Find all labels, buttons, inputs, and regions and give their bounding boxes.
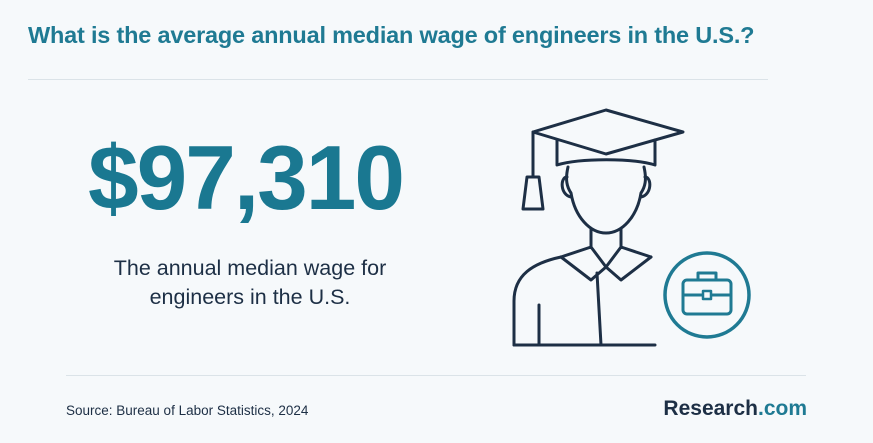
- brand-name: Research: [663, 397, 758, 420]
- brand-logo: Research.com: [663, 397, 807, 421]
- source-citation: Source: Bureau of Labor Statistics, 2024: [66, 403, 309, 418]
- brand-suffix: .com: [757, 397, 807, 420]
- top-divider: [28, 79, 768, 80]
- graduate-with-briefcase-icon: [512, 108, 751, 347]
- stat-value: $97,310: [88, 128, 405, 229]
- stat-description: The annual median wage for engineers in …: [113, 256, 387, 309]
- head-icon: [560, 165, 652, 235]
- page-title: What is the average annual median wage o…: [28, 22, 755, 48]
- briefcase-badge-icon: [663, 251, 751, 339]
- mortarboard-icon: [521, 108, 685, 211]
- bottom-divider: [66, 375, 806, 376]
- gown-icon: [512, 245, 657, 347]
